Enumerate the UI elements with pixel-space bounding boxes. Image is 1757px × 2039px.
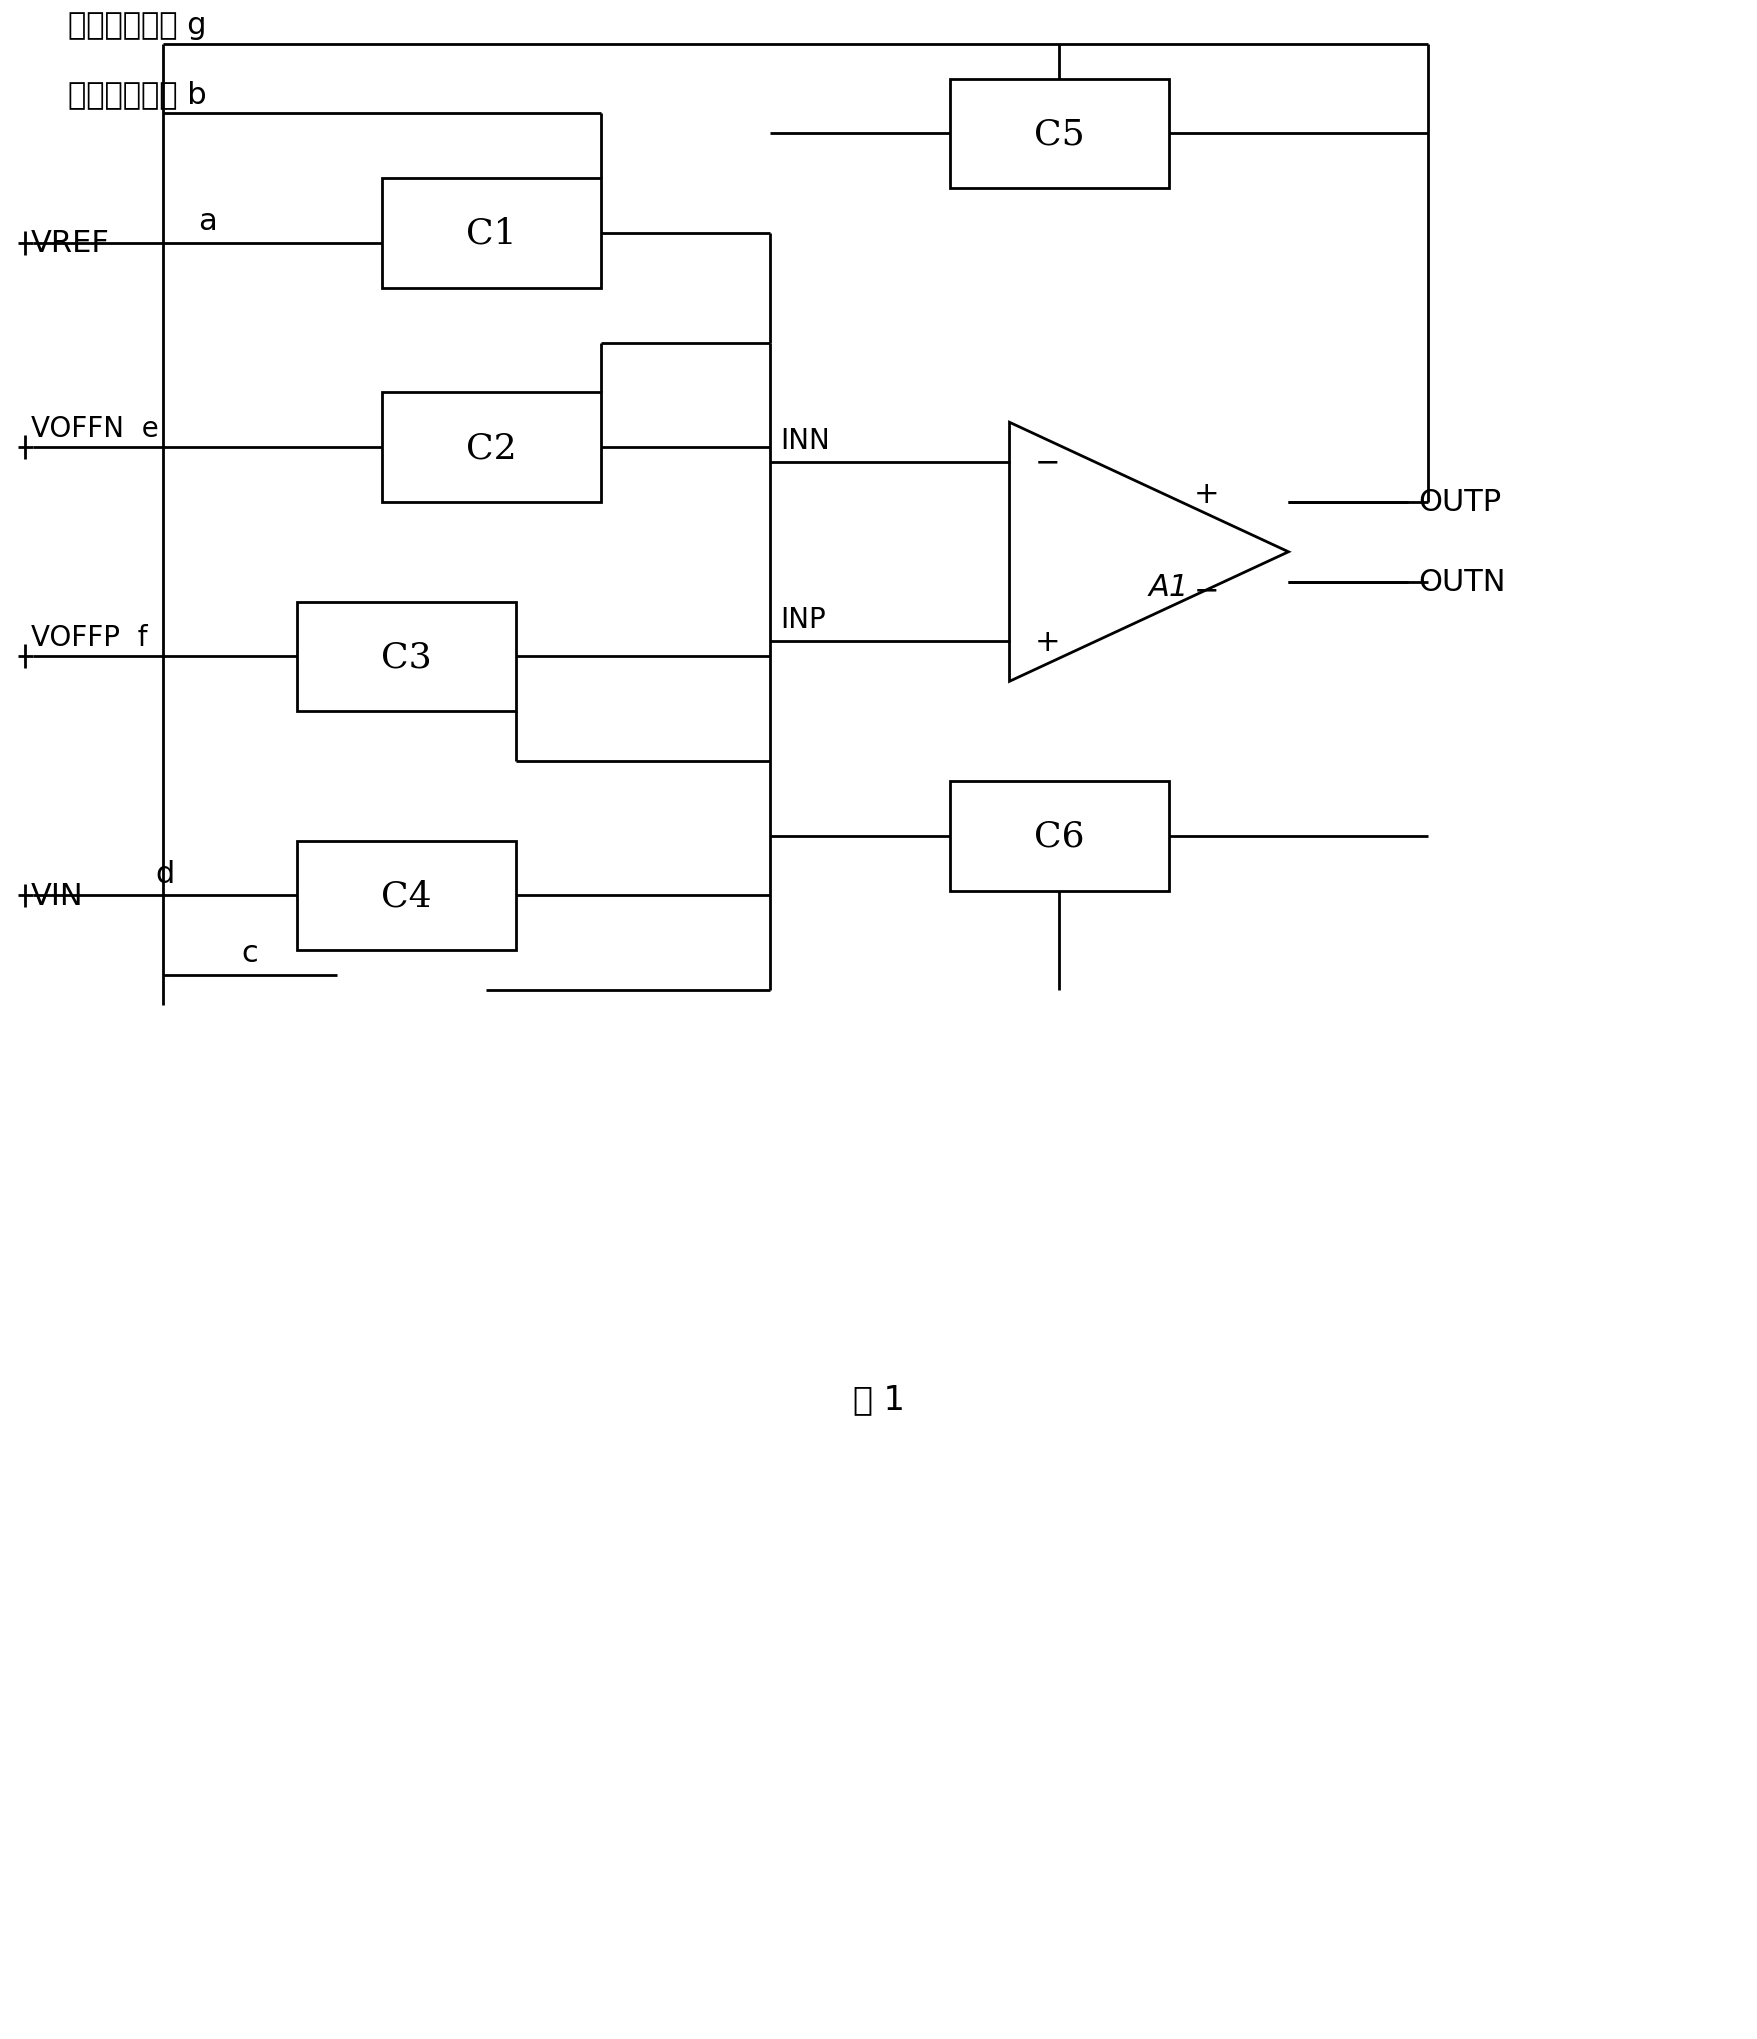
Text: −: − [1193,575,1219,606]
Text: c: c [241,938,258,969]
Text: C2: C2 [466,430,517,465]
Text: INN: INN [780,426,829,455]
Text: +: + [1033,628,1059,657]
Bar [297,602,517,712]
Text: 图 1: 图 1 [852,1382,905,1415]
Text: C5: C5 [1033,118,1084,151]
Text: VOFFN  e: VOFFN e [32,416,158,442]
Text: a: a [199,206,216,237]
Text: VIN: VIN [32,881,84,911]
Text: +: + [1193,481,1219,510]
Text: 曝光增益控制 g: 曝光增益控制 g [69,10,206,39]
Bar [949,80,1168,190]
Text: VOFFP  f: VOFFP f [32,624,148,652]
Text: C1: C1 [466,216,517,251]
Bar [949,781,1168,891]
Text: 色彩增益控制 b: 色彩增益控制 b [69,80,207,110]
Text: d: d [155,858,174,889]
Text: VREF: VREF [32,228,111,259]
Text: OUTP: OUTP [1418,487,1500,518]
Bar [297,842,517,950]
Text: OUTN: OUTN [1418,569,1504,597]
Bar [381,394,601,504]
Text: C4: C4 [381,879,432,913]
Text: C3: C3 [381,640,432,675]
Text: A1: A1 [1147,573,1188,602]
Text: −: − [1033,449,1059,477]
Bar [381,179,601,290]
Text: C6: C6 [1033,820,1084,852]
Text: INP: INP [780,606,826,634]
